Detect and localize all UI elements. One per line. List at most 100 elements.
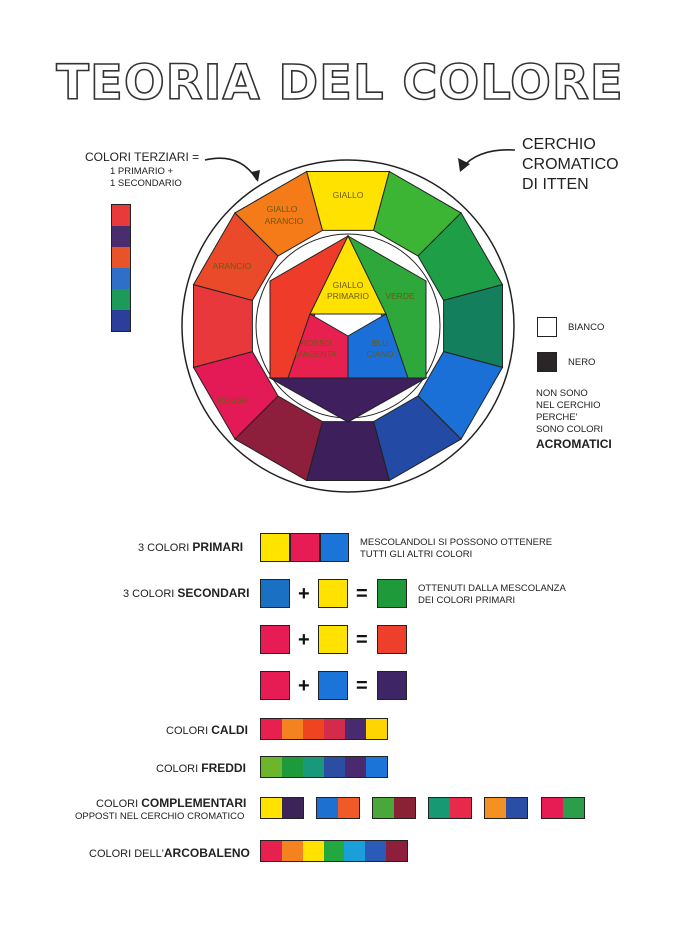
complementari-pair-3-swatch-2 [394,798,415,818]
complementari-pair-4-swatch-1 [429,798,450,818]
equals-sign-1: = [356,583,368,605]
cerchio-line3: DI ITTEN [522,176,589,193]
secondari-note1: OTTENUTI DALLA MESCOLANZA [418,583,566,594]
terziari-swatch-1 [112,205,130,226]
caldi-swatch-5 [345,719,366,739]
arcobaleno-swatch-3 [302,841,324,861]
label-nero: NERO [568,357,596,368]
complementari-pair-1-swatch-2 [282,798,303,818]
complementari-pair-3-swatch-1 [373,798,394,818]
arcobaleno-swatch-7 [386,841,408,861]
primari-note1: MESCOLANDOLI SI POSSONO OTTENERE [360,537,553,548]
freddi-swatch-4 [324,757,345,777]
equals-sign-3: = [356,675,368,697]
secondari-row3-b [318,671,348,700]
secondari-row1-c [377,579,407,608]
arcobaleno-strip [260,840,408,862]
freddi-swatch-1 [261,757,282,777]
secondari-row3-a [260,671,290,700]
freddi-swatch-3 [303,757,324,777]
freddi-swatch-6 [366,757,387,777]
complementari-pair-4 [428,797,472,819]
secondari-row1-b [318,579,348,608]
page-title: TEORIA DEL COLORE [55,54,624,112]
inner-label-ciano: CIANO [367,349,394,359]
inner-label-magenta: MAGENTA [295,349,337,359]
secondari-row2-b [318,625,348,654]
caldi-label: COLORI CALDI [166,723,248,737]
acromatici-note3: PERCHE' [536,412,578,423]
freddi-swatch-5 [345,757,366,777]
cerchio-line1: CERCHIO [522,136,596,153]
inner-label-primario: PRIMARIO [327,291,369,301]
complementari-pair-6 [541,797,585,819]
acromatici-note1: NON SONO [536,388,588,399]
complementari-pair-6-swatch-1 [542,798,563,818]
plus-sign-1: + [298,583,310,605]
caldi-swatch-6 [366,719,387,739]
wheel-label-giallo-arancio-1: GIALLO [267,204,298,214]
caldi-swatch-1 [261,719,282,739]
arcobaleno-swatch-1 [261,841,282,861]
primari-swatch-1 [260,533,290,562]
wheel-segment-12 [234,170,323,257]
caldi-swatch-4 [324,719,345,739]
secondari-note2: DEI COLORI PRIMARI [418,595,516,606]
inner-label-giallo: GIALLO [333,280,364,290]
inner-triangle-yellow [309,234,387,315]
complementari-line2: OPPOSTI NEL CERCHIO CROMATICO [75,811,245,822]
arcobaleno-swatch-6 [365,841,387,861]
secondari-label: 3 COLORI SECONDARI [123,586,250,600]
plus-sign-2: + [298,629,310,651]
acromatici-note2: NEL CERCHIO [536,400,601,411]
wheel-label-giallo-arancio-2: ARANCIO [265,216,304,226]
complementari-pair-5-swatch-2 [506,798,527,818]
arcobaleno-swatch-4 [323,841,345,861]
swatch-bianco [537,317,557,337]
terziari-swatch-2 [112,226,130,247]
wheel-label-giallo: GIALLO [333,190,364,200]
primari-label: 3 COLORI PRIMARI [138,540,244,554]
terziari-line1: 1 PRIMARIO + [110,166,174,177]
complementari-pair-1 [260,797,304,819]
arrow-cerchio-head [458,158,470,172]
caldi-swatch-2 [282,719,303,739]
terziari-swatch-5 [112,289,130,310]
arrow-terziari-head [251,170,260,182]
inner-triangle-cyan [347,313,409,379]
label-bianco: BIANCO [568,322,605,333]
freddi-swatch-2 [282,757,303,777]
secondari-row2-a [260,625,290,654]
wheel-inner-shapes [268,234,428,423]
swatch-nero [537,352,557,372]
terziari-swatch-6 [112,310,130,331]
complementari-pair-4-swatch-2 [450,798,471,818]
freddi-strip [260,756,388,778]
complementari-pair-5-swatch-1 [485,798,506,818]
secondari-row2-c [377,625,407,654]
secondari-row1-a [260,579,290,608]
caldi-strip [260,718,388,740]
secondari-row3-c [377,671,407,700]
wheel-outer-ring [192,170,504,482]
arcobaleno-label: COLORI DELL'ARCOBALENO [89,846,250,860]
terziari-swatch-column [111,204,131,332]
complementari-pair-2-swatch-1 [317,798,338,818]
complementari-pair-5 [484,797,528,819]
caldi-swatch-3 [303,719,324,739]
freddi-label: COLORI FREDDI [156,761,246,775]
primari-swatch-2 [290,533,320,562]
acromatici-bold: ACROMATICI [536,437,612,451]
primari-note2: TUTTI GLI ALTRI COLORI [360,549,473,560]
plus-sign-3: + [298,675,310,697]
primari-swatch-3 [320,533,349,562]
terziari-line2: 1 SECONDARIO [110,178,182,189]
inner-label-blu: BLU [372,338,389,348]
arcobaleno-swatch-2 [281,841,303,861]
complementari-pair-2-swatch-2 [338,798,359,818]
terziari-swatch-3 [112,247,130,268]
equals-sign-2: = [356,629,368,651]
inner-label-verde: VERDE [385,291,415,301]
inner-label-rosso: ROSSO [301,338,332,348]
